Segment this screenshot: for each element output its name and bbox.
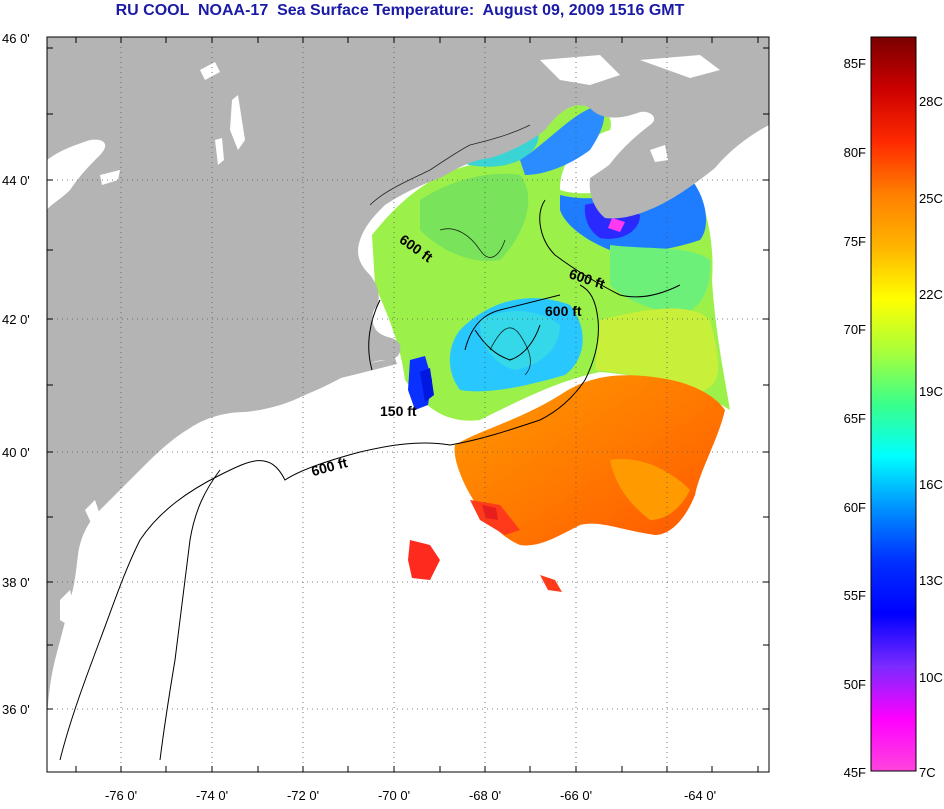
colorbar-c-label: 7C <box>919 765 936 780</box>
lon-label: -68 0' <box>469 788 501 803</box>
colorbar-f-label: 60F <box>844 500 866 515</box>
lat-label: 36 0' <box>2 702 30 717</box>
contour-label: 600 ft <box>545 303 582 319</box>
colorbar-f-label: 45F <box>844 765 866 780</box>
coastline-detail <box>369 124 531 376</box>
colorbar-f-label: 85F <box>844 56 866 71</box>
colorbar-c-label: 19C <box>919 384 943 399</box>
colorbar-c-label: 25C <box>919 191 943 206</box>
colorbar-f-label: 50F <box>844 677 866 692</box>
graticule <box>47 37 769 772</box>
colorbar-f-label: 65F <box>844 411 866 426</box>
map-title: RU COOL NOAA-17 Sea Surface Temperature:… <box>115 2 685 19</box>
lat-label: 44 0' <box>2 173 30 188</box>
lon-label: -70 0' <box>378 788 410 803</box>
lon-label: -66 0' <box>560 788 592 803</box>
colorbar-c-label: 28C <box>919 94 943 109</box>
lon-label: -76 0' <box>105 788 137 803</box>
lat-label: 42 0' <box>2 312 30 327</box>
lon-label: -74 0' <box>196 788 228 803</box>
colorbar-c-label: 22C <box>919 287 943 302</box>
lat-label: 40 0' <box>2 445 30 460</box>
colorbar-f-label: 75F <box>844 234 866 249</box>
lon-label: -72 0' <box>287 788 319 803</box>
colorbar-c-label: 10C <box>919 670 943 685</box>
axis-ticks <box>47 37 769 772</box>
colorbar-c-label: 13C <box>919 573 943 588</box>
colorbar-f-label: 70F <box>844 322 866 337</box>
lat-label: 38 0' <box>2 575 30 590</box>
lon-label: -64 0' <box>684 788 716 803</box>
lat-label: 46 0' <box>2 31 30 46</box>
colorbar-scale <box>870 36 917 772</box>
bathymetry-contours <box>59 199 681 761</box>
contour-label: 150 ft <box>380 403 417 419</box>
map-frame <box>46 36 770 773</box>
colorbar-f-label: 55F <box>844 588 866 603</box>
colorbar-f-label: 80F <box>844 145 866 160</box>
colorbar-c-label: 16C <box>919 477 943 492</box>
land-mass <box>47 37 769 720</box>
inland-water <box>47 55 720 625</box>
